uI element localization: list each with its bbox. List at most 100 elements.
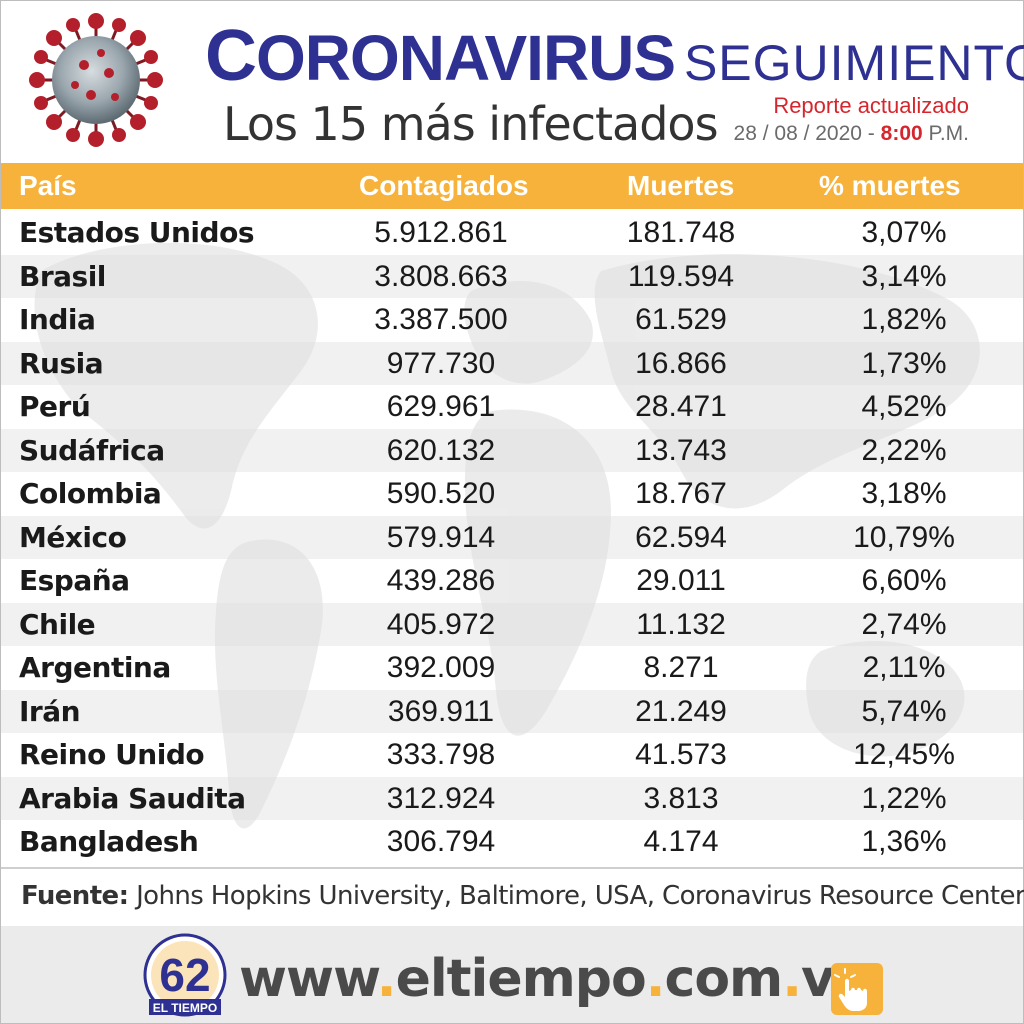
table-row: India 3.387.500 61.529 1,82% [1, 298, 1023, 342]
cell-pais: Reino Unido [19, 738, 205, 771]
website-dot: . [645, 949, 666, 1009]
website-dot: . [376, 949, 397, 1009]
cell-muertes: 4.174 [643, 825, 719, 858]
cell-contagiados: 306.794 [386, 825, 496, 858]
cell-muertes: 18.767 [635, 477, 727, 510]
cell-pct-muertes: 5,74% [861, 694, 947, 728]
cell-muertes: 8.271 [643, 651, 719, 684]
cell-pais: Irán [19, 694, 81, 728]
cell-contagiados: 579.914 [386, 520, 496, 554]
divider [1, 867, 1023, 869]
table-row: España 439.286 29.011 6,60% [1, 559, 1023, 603]
cell-muertes: 181.748 [626, 216, 736, 249]
table-row: Arabia Saudita 312.924 3.813 1,22% [1, 776, 1023, 820]
table-row: Rusia 977.730 16.866 1,73% [1, 341, 1023, 385]
cell-pais: México [19, 520, 127, 554]
cell-contagiados: 312.924 [386, 781, 496, 815]
report-info: Reporte actualizado 28 / 08 / 2020 - 8:0… [734, 93, 969, 149]
cell-contagiados: 590.520 [386, 477, 496, 510]
table-row: México 579.914 62.594 10,79% [1, 515, 1023, 559]
website-domain: eltiempo [395, 949, 647, 1009]
cell-contagiados: 392.009 [386, 651, 496, 684]
column-header-pais: País [19, 170, 77, 201]
cell-pct-muertes: 2,22% [861, 433, 947, 467]
cell-muertes: 21.249 [635, 694, 727, 728]
report-date: 28 / 08 / 2020 - [733, 122, 875, 145]
website-url[interactable]: www.eltiempo.com.ve [239, 949, 869, 1009]
table-row: Perú 629.961 28.471 4,52% [1, 385, 1023, 429]
cell-contagiados: 620.132 [386, 433, 496, 467]
column-header-contagiados: Contagiados [359, 170, 529, 201]
cell-contagiados: 629.961 [386, 390, 496, 423]
table-row: Sudáfrica 620.132 13.743 2,22% [1, 428, 1023, 472]
cell-pais: Estados Unidos [19, 216, 254, 249]
cell-pct-muertes: 12,45% [853, 738, 955, 771]
cell-pct-muertes: 2,11% [862, 651, 946, 684]
logo-name: EL TIEMPO [153, 1001, 217, 1015]
el-tiempo-logo: 62 EL TIEMPO [143, 933, 227, 1017]
report-meridiem: P.M. [928, 122, 969, 145]
cell-pais: Perú [19, 390, 91, 423]
report-label: Reporte actualizado [773, 93, 969, 118]
subtitle: Los 15 más infectados [223, 97, 719, 151]
virus-icon [29, 13, 163, 147]
cell-pais: India [19, 303, 96, 336]
cell-muertes: 29.011 [636, 564, 726, 597]
page-title: CORONAVIRUS SEGUIMIENTO [205, 15, 1024, 97]
header: CORONAVIRUS SEGUIMIENTO Los 15 más infec… [1, 1, 1024, 161]
tap-hand-icon[interactable] [831, 963, 883, 1015]
cell-pais: Arabia Saudita [19, 781, 246, 815]
table-row: Argentina 392.009 8.271 2,11% [1, 646, 1023, 690]
cell-pais: Rusia [19, 346, 104, 380]
source-text: Johns Hopkins University, Baltimore, USA… [136, 881, 1024, 911]
table-row: Irán 369.911 21.249 5,74% [1, 689, 1023, 733]
cell-contagiados: 977.730 [386, 346, 496, 380]
cell-pct-muertes: 1,82% [861, 303, 947, 336]
column-header-pct-muertes: % muertes [819, 170, 961, 201]
table-row: Estados Unidos 5.912.861 181.748 3,07% [1, 211, 1023, 255]
table-row: Colombia 590.520 18.767 3,18% [1, 472, 1023, 516]
cell-contagiados: 333.798 [386, 738, 496, 771]
cell-contagiados: 3.387.500 [374, 303, 508, 336]
cell-pct-muertes: 1,22% [861, 781, 947, 815]
cell-contagiados: 3.808.663 [374, 259, 508, 293]
cell-pct-muertes: 2,74% [861, 607, 947, 641]
report-datetime: 28 / 08 / 2020 - 8:00 P.M. [734, 119, 969, 149]
website-www: www [239, 949, 378, 1009]
cell-pais: Chile [19, 607, 96, 641]
cell-pais: Bangladesh [19, 825, 199, 858]
cell-muertes: 62.594 [635, 520, 727, 554]
title-main: CORONAVIRUS [205, 16, 676, 96]
cell-pais: Brasil [19, 259, 106, 293]
cell-contagiados: 405.972 [386, 607, 496, 641]
title-secondary: SEGUIMIENTO [683, 35, 1024, 91]
cell-muertes: 3.813 [643, 781, 719, 815]
cell-muertes: 13.743 [635, 433, 727, 467]
cell-contagiados: 5.912.861 [374, 216, 508, 249]
cell-muertes: 61.529 [635, 303, 727, 336]
table-row: Chile 405.972 11.132 2,74% [1, 602, 1023, 646]
cell-muertes: 41.573 [635, 738, 727, 771]
cell-pct-muertes: 4,52% [861, 390, 947, 423]
cell-contagiados: 439.286 [386, 564, 496, 597]
cell-contagiados: 369.911 [387, 694, 495, 728]
cell-pct-muertes: 1,73% [861, 346, 947, 380]
website-dot: . [782, 949, 802, 1009]
cell-muertes: 11.132 [636, 607, 726, 641]
logo-number: 62 [159, 949, 210, 1001]
world-map-watermark [34, 242, 980, 829]
cell-muertes: 119.594 [627, 259, 735, 293]
cell-pais: Argentina [19, 651, 171, 684]
cell-pais: Sudáfrica [19, 433, 165, 467]
table-row: Bangladesh 306.794 4.174 1,36% [1, 820, 1023, 863]
cell-pct-muertes: 10,79% [853, 520, 955, 554]
source-label: Fuente: [21, 881, 129, 911]
cell-muertes: 16.866 [635, 346, 727, 380]
column-header-muertes: Muertes [627, 170, 735, 201]
cell-pais: Colombia [19, 477, 162, 510]
cell-pct-muertes: 3,18% [861, 477, 947, 510]
table-header: País Contagiados Muertes % muertes [1, 163, 1023, 209]
report-time: 8:00 [880, 122, 923, 145]
website-tld1: com [664, 949, 784, 1009]
